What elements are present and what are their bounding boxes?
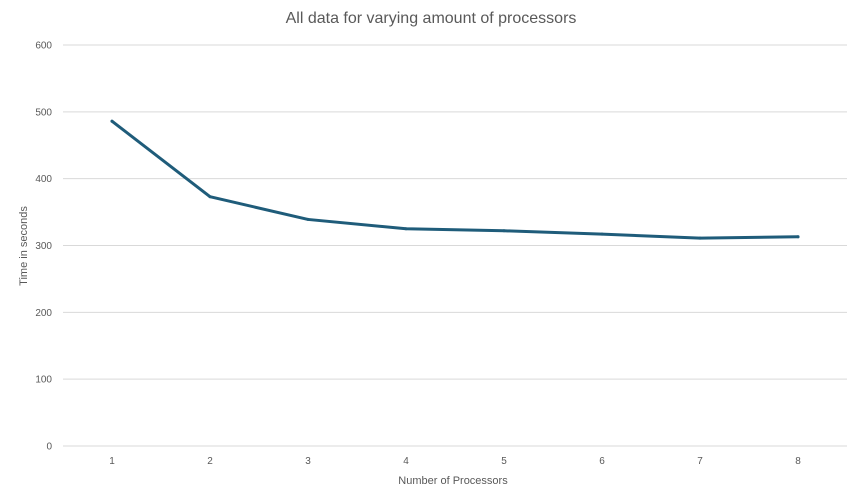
- data-point: [110, 119, 114, 123]
- data-point: [698, 236, 702, 240]
- x-tick-label: 6: [599, 456, 605, 467]
- y-tick-label: 300: [35, 241, 52, 252]
- data-point: [404, 227, 408, 231]
- y-axis-label: Time in seconds: [18, 206, 30, 286]
- x-axis-label: Number of Processors: [398, 475, 508, 487]
- y-tick-label: 600: [35, 41, 52, 52]
- gridlines: [63, 44, 847, 447]
- x-tick-label: 2: [207, 456, 213, 467]
- x-tick-label: 4: [403, 456, 409, 467]
- y-tick-label: 400: [35, 174, 52, 185]
- x-tick-label: 8: [795, 456, 801, 467]
- y-tick-label: 0: [46, 442, 52, 453]
- y-tick-label: 500: [35, 107, 52, 118]
- x-tick-label: 1: [109, 456, 115, 467]
- x-axis-ticks: 1 2 3 4 5 6 7 8: [109, 456, 801, 467]
- y-tick-label: 100: [35, 375, 52, 386]
- series-line: [110, 119, 800, 240]
- data-point: [600, 232, 604, 236]
- data-point: [208, 195, 212, 199]
- data-point: [796, 235, 800, 239]
- series-layer: [110, 119, 800, 240]
- data-point: [502, 229, 506, 233]
- chart-title: All data for varying amount of processor…: [286, 10, 577, 27]
- x-tick-label: 3: [305, 456, 311, 467]
- x-tick-label: 7: [697, 456, 703, 467]
- y-tick-label: 200: [35, 308, 52, 319]
- y-axis-ticks: 0 100 200 300 400 500 600: [35, 41, 52, 453]
- data-point: [306, 217, 310, 221]
- x-tick-label: 5: [501, 456, 507, 467]
